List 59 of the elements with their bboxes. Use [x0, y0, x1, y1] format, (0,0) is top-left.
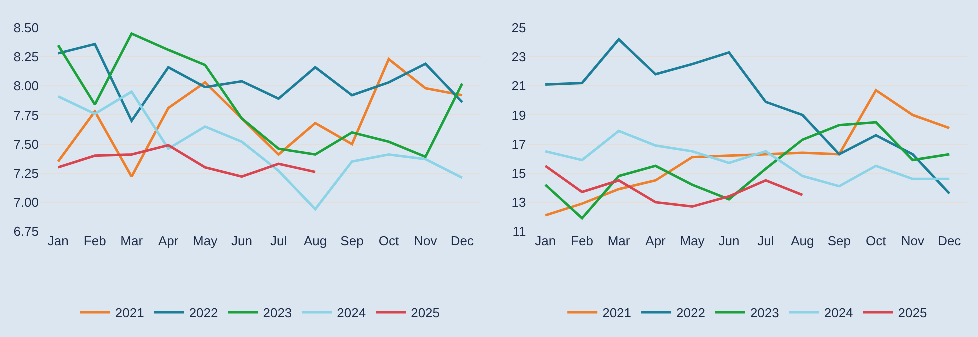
x-tick-label: Sep	[828, 234, 851, 248]
legend-label: 2021	[115, 306, 144, 321]
x-tick-label: Jun	[718, 234, 740, 248]
y-tick-label: 17	[512, 136, 526, 152]
x-tick-label: Jun	[232, 234, 253, 248]
y-tick-label: 13	[512, 194, 526, 210]
y-tick-label: 7.00	[14, 194, 39, 210]
legend-label: 2024	[337, 306, 366, 321]
x-tick-label: Nov	[414, 234, 438, 248]
x-tick-label: Oct	[866, 234, 887, 248]
x-tick-label: Mar	[608, 234, 631, 248]
legend-label: 2023	[263, 306, 292, 321]
x-tick-label: May	[193, 234, 218, 248]
line-series	[57, 32, 464, 158]
x-tick-label: Feb	[571, 234, 594, 248]
y-tick-label: 25	[512, 20, 526, 36]
legend-label: 2025	[898, 306, 928, 321]
x-tick-label: Jan	[535, 234, 556, 248]
y-tick-label: 19	[512, 108, 526, 123]
x-tick-label: Dec	[938, 234, 962, 248]
x-tick-label: Sep	[340, 234, 364, 248]
line-series	[544, 130, 951, 188]
x-tick-label: Apr	[158, 234, 180, 248]
x-tick-label: Nov	[901, 234, 925, 248]
y-tick-label: 8.00	[14, 78, 39, 94]
line-series	[544, 38, 951, 195]
line-series	[544, 121, 951, 220]
x-tick-label: May	[680, 234, 706, 248]
x-tick-label: Jul	[758, 234, 774, 248]
line-series	[57, 90, 464, 211]
y-tick-label: 15	[512, 166, 526, 181]
y-tick-label: 8.25	[14, 50, 39, 65]
legend-label: 2021	[602, 306, 632, 321]
y-tick-label: 21	[512, 78, 526, 94]
x-tick-label: Jan	[48, 234, 69, 248]
legend-label: 2025	[411, 306, 440, 321]
x-tick-label: Aug	[304, 234, 328, 248]
y-tick-label: 7.50	[14, 136, 39, 152]
x-tick-label: Dec	[450, 234, 474, 248]
x-tick-label: Aug	[791, 234, 814, 248]
x-tick-label: Oct	[378, 234, 400, 248]
line-series	[544, 164, 804, 208]
y-tick-label: 7.75	[14, 108, 39, 123]
x-tick-label: Jul	[270, 234, 288, 248]
x-tick-label: Mar	[120, 234, 144, 248]
y-tick-label: 6.75	[14, 224, 39, 240]
line-series	[57, 144, 317, 178]
y-tick-label: 7.25	[14, 166, 39, 181]
legend-label: 2022	[676, 306, 706, 321]
legend-label: 2023	[750, 306, 780, 321]
x-tick-label: Apr	[646, 234, 667, 248]
legend-label: 2022	[189, 306, 218, 321]
line-series	[57, 58, 464, 178]
y-tick-label: 11	[512, 224, 526, 240]
line-series	[57, 43, 464, 122]
legend-label: 2024	[824, 306, 854, 321]
x-tick-label: Feb	[84, 234, 106, 248]
y-tick-label: 23	[512, 50, 526, 65]
y-tick-label: 8.50	[14, 20, 39, 36]
